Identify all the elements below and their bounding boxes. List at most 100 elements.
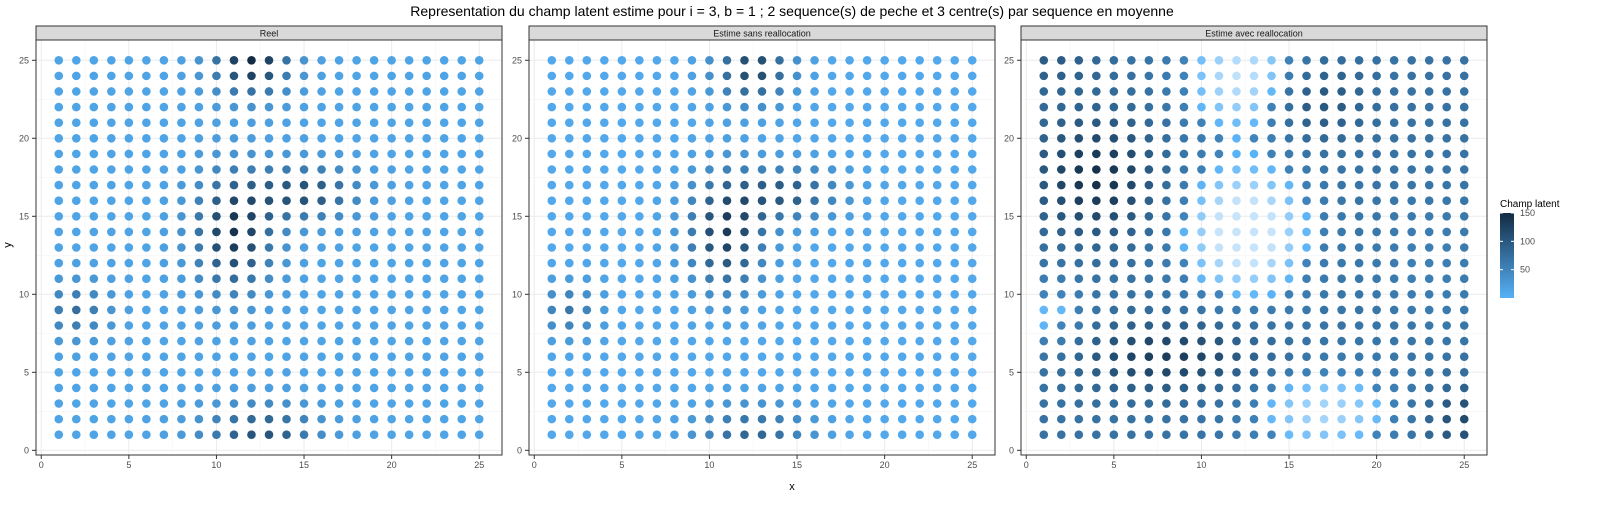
data-point [722, 55, 732, 65]
data-point [282, 305, 291, 315]
data-point [1459, 243, 1469, 252]
data-point [387, 71, 396, 81]
data-point [967, 87, 977, 96]
data-point [827, 414, 837, 424]
data-point [862, 352, 872, 362]
data-point [1302, 227, 1311, 237]
data-point [229, 305, 239, 315]
data-point [967, 258, 977, 268]
data-point [1319, 102, 1329, 112]
data-point [932, 274, 942, 284]
data-point [369, 336, 379, 346]
data-point [1319, 227, 1329, 237]
data-point [369, 87, 379, 96]
data-point [862, 336, 872, 346]
data-point [862, 321, 872, 330]
data-point [547, 211, 557, 221]
data-point [810, 211, 819, 221]
data-point [474, 243, 484, 252]
data-point [352, 430, 361, 440]
data-point [264, 211, 274, 221]
data-point [827, 274, 837, 284]
data-point [1074, 274, 1084, 284]
data-point [1214, 430, 1224, 440]
data-point [1337, 165, 1346, 174]
data-point [282, 274, 291, 284]
data-point [792, 352, 802, 362]
data-point [1056, 243, 1066, 252]
data-point [1389, 321, 1399, 330]
data-point [1197, 118, 1206, 127]
data-point [810, 196, 819, 205]
data-point [827, 87, 837, 96]
data-point [1337, 133, 1346, 143]
data-point [915, 321, 924, 330]
data-point [547, 352, 557, 362]
data-point [564, 368, 574, 377]
data-point [915, 414, 924, 424]
data-point [1407, 383, 1416, 393]
data-point [1337, 430, 1346, 440]
data-point [564, 102, 574, 112]
data-point [1267, 118, 1276, 127]
data-point [1249, 321, 1259, 330]
data-point [582, 165, 592, 174]
data-point [722, 414, 732, 424]
data-point [810, 227, 819, 237]
data-point [107, 243, 116, 252]
data-point [1144, 243, 1154, 252]
data-point [880, 87, 889, 96]
data-point [967, 430, 977, 440]
data-point [1039, 368, 1049, 377]
data-point [670, 383, 679, 393]
data-point [1056, 321, 1066, 330]
data-point [880, 227, 889, 237]
data-point [757, 87, 767, 96]
data-point [600, 430, 609, 440]
data-point [1249, 368, 1259, 377]
data-point [387, 290, 396, 299]
data-point [967, 305, 977, 315]
data-point [740, 399, 749, 408]
data-point [194, 227, 204, 237]
data-point [1144, 87, 1154, 96]
data-point [652, 430, 662, 440]
data-point [582, 133, 592, 143]
data-point [299, 102, 309, 112]
data-point [317, 227, 326, 237]
data-point [1249, 165, 1259, 174]
data-point [1389, 399, 1399, 408]
data-point [457, 368, 467, 377]
data-point [247, 196, 256, 205]
data-point [1372, 274, 1381, 284]
data-point [1144, 118, 1154, 127]
data-point [352, 211, 361, 221]
data-point [212, 414, 221, 424]
data-point [142, 336, 151, 346]
data-point [1179, 211, 1189, 221]
data-point [334, 414, 344, 424]
data-point [1284, 336, 1294, 346]
data-point [264, 336, 274, 346]
data-point [1232, 227, 1241, 237]
data-point [1249, 258, 1259, 268]
legend-title: Champ latent [1500, 199, 1560, 210]
data-point [457, 352, 467, 362]
data-point [439, 352, 449, 362]
data-point [862, 180, 872, 190]
data-point [54, 87, 64, 96]
data-point [369, 227, 379, 237]
data-point [757, 368, 767, 377]
data-point [880, 149, 889, 159]
data-point [547, 383, 557, 393]
data-point [212, 383, 221, 393]
data-point [1092, 227, 1101, 237]
data-point [159, 414, 169, 424]
data-point [352, 414, 361, 424]
data-point [547, 227, 557, 237]
data-point [1074, 383, 1084, 393]
data-point [1407, 149, 1416, 159]
data-point [1232, 196, 1241, 205]
data-point [247, 165, 256, 174]
data-point [352, 258, 361, 268]
